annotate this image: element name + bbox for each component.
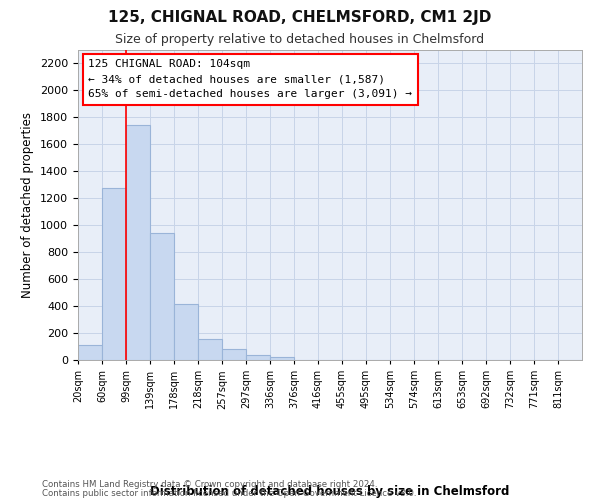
Bar	[222, 350, 246, 360]
Bar	[126, 126, 150, 360]
Bar	[102, 188, 126, 360]
Bar	[150, 234, 174, 360]
Bar	[246, 355, 270, 360]
Bar	[270, 357, 294, 360]
Bar	[198, 339, 222, 360]
Text: Contains public sector information licensed under the Open Government Licence v3: Contains public sector information licen…	[42, 488, 416, 498]
Bar	[174, 304, 198, 360]
X-axis label: Distribution of detached houses by size in Chelmsford: Distribution of detached houses by size …	[151, 485, 509, 498]
Text: 125, CHIGNAL ROAD, CHELMSFORD, CM1 2JD: 125, CHIGNAL ROAD, CHELMSFORD, CM1 2JD	[109, 10, 491, 25]
Text: Contains HM Land Registry data © Crown copyright and database right 2024.: Contains HM Land Registry data © Crown c…	[42, 480, 377, 489]
Text: 125 CHIGNAL ROAD: 104sqm
← 34% of detached houses are smaller (1,587)
65% of sem: 125 CHIGNAL ROAD: 104sqm ← 34% of detach…	[88, 60, 412, 99]
Text: Size of property relative to detached houses in Chelmsford: Size of property relative to detached ho…	[115, 32, 485, 46]
Bar	[78, 345, 102, 360]
Y-axis label: Number of detached properties: Number of detached properties	[22, 112, 34, 298]
